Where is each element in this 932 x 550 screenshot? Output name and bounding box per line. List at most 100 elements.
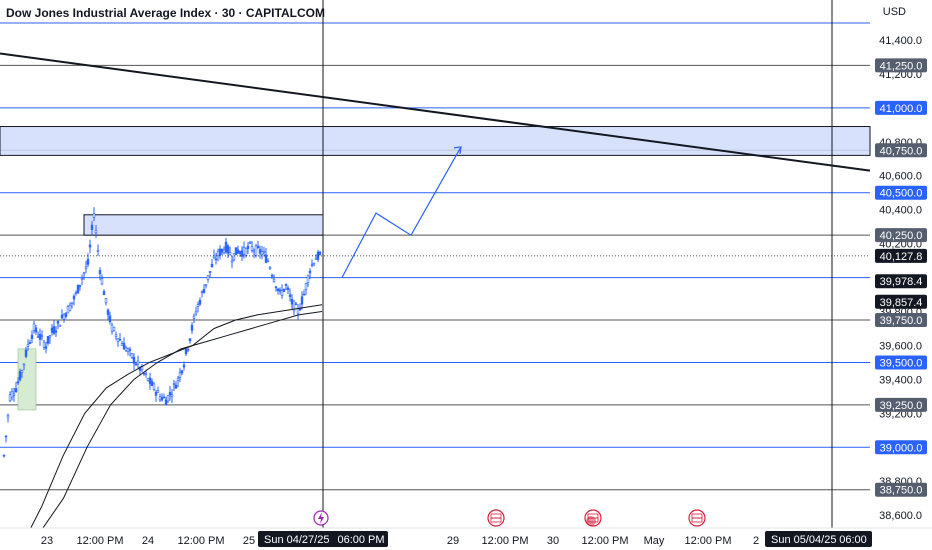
candle-body	[24, 349, 28, 357]
candle-body	[256, 245, 260, 248]
level-badge-label: 39,750.0	[880, 315, 923, 327]
candle-body	[294, 303, 298, 306]
currency-label[interactable]: USD	[882, 6, 906, 18]
candle-body	[22, 363, 26, 366]
candle-body	[84, 266, 88, 269]
candle-body	[158, 396, 162, 401]
candle-body	[288, 294, 292, 297]
candle-body	[302, 293, 306, 296]
candle-body	[312, 262, 316, 266]
candle-body	[188, 338, 192, 342]
candle-body	[144, 372, 148, 375]
candle-body	[248, 241, 252, 244]
price-badge[interactable]	[875, 294, 927, 309]
candle-body	[290, 298, 294, 305]
candle-body	[86, 258, 90, 265]
horizontal-levels	[0, 22, 870, 533]
candle-body	[226, 245, 230, 254]
candle-body	[88, 244, 92, 248]
candle-body	[264, 254, 268, 263]
candle-body	[78, 284, 82, 287]
candle-body	[48, 335, 52, 338]
projection-path[interactable]	[341, 146, 462, 278]
time-tick-label: 12:00 PM	[481, 535, 528, 547]
zone-rectangle[interactable]	[0, 126, 871, 156]
candle-body	[250, 246, 254, 251]
candle-body	[218, 248, 222, 256]
candle-body	[80, 277, 84, 280]
trendline[interactable]	[0, 52, 871, 172]
level-badge[interactable]	[875, 397, 927, 412]
candle-body	[198, 299, 202, 305]
candle-body	[98, 270, 102, 274]
time-tick-label: 12:00 PM	[177, 535, 224, 547]
candle-body	[268, 267, 272, 270]
time-tick-label: 12:00 PM	[76, 535, 123, 547]
candle-body	[10, 391, 14, 398]
candle-body	[132, 357, 136, 364]
level-badge[interactable]	[875, 482, 927, 497]
candle-body	[234, 247, 238, 256]
candle-body	[284, 284, 288, 286]
level-badge[interactable]	[875, 228, 927, 243]
candle-body	[308, 270, 312, 274]
event-dot	[586, 516, 596, 526]
level-badge-label: 39,250.0	[880, 400, 923, 412]
moving-average-fast	[19, 304, 323, 550]
level-badge[interactable]	[875, 185, 927, 200]
level-badge-label: 40,750.0	[880, 145, 923, 157]
time-tick-label: 2	[753, 535, 759, 547]
candle-body	[150, 381, 154, 386]
candle-body	[182, 364, 186, 368]
time-tick-label: 06:00 PM	[337, 534, 384, 546]
candle-body	[96, 250, 100, 252]
candle-body	[254, 245, 258, 256]
candle-body	[270, 275, 274, 277]
end-date-badge-label: Sun 05/04/25	[771, 534, 836, 546]
price-badge[interactable]	[875, 274, 927, 289]
price-tick-label: 39,400.0	[879, 374, 922, 386]
candle-body	[36, 336, 40, 338]
candle-body	[276, 288, 280, 291]
candle-body	[220, 248, 224, 253]
candle-body	[240, 250, 244, 257]
candle-body	[216, 250, 220, 257]
candle-body	[274, 286, 278, 288]
candle-body	[58, 324, 62, 327]
level-badge[interactable]	[875, 313, 927, 328]
candle-body	[44, 346, 48, 349]
candle-body	[190, 324, 194, 331]
candle-body	[206, 274, 210, 280]
price-badge[interactable]	[875, 248, 927, 263]
vertical-markers	[322, 0, 833, 528]
candle-body	[164, 399, 168, 406]
level-badge[interactable]	[875, 100, 927, 115]
candle-body	[214, 258, 218, 261]
candle-body	[126, 348, 130, 352]
level-badge[interactable]	[875, 143, 927, 158]
time-tick-label: 12:00 PM	[684, 535, 731, 547]
price-tick-label: 40,400.0	[879, 205, 922, 217]
candle-body	[6, 414, 10, 418]
zone-rectangle[interactable]	[83, 214, 324, 236]
time-axis[interactable]: 23 12:00 PM 24 12:00 PM 25 06:00 PM 29 12:00 PM…	[0, 509, 932, 550]
time-tick-label: May	[644, 535, 665, 547]
candle-body	[266, 260, 270, 263]
time-tick-label: 25	[243, 535, 255, 547]
candle-body	[76, 284, 80, 294]
candle-body	[244, 248, 248, 256]
price-axis[interactable]: 41,400.041,200.040,800.040,600.040,400.0…	[873, 0, 932, 528]
candle-body	[172, 383, 176, 386]
candle-body	[162, 396, 166, 399]
end-date-badge[interactable]	[765, 531, 872, 547]
cursor-date-badge[interactable]	[258, 531, 388, 547]
candle-body	[40, 335, 44, 337]
candle-body	[310, 264, 314, 266]
level-badge[interactable]	[875, 58, 927, 73]
candle-body	[118, 338, 122, 341]
level-badge[interactable]	[875, 440, 927, 455]
level-badge[interactable]	[875, 355, 927, 370]
price-tick-label: 40,600.0	[879, 171, 922, 183]
chart-title: Dow Jones Industrial Average Index · 30 …	[6, 6, 325, 20]
